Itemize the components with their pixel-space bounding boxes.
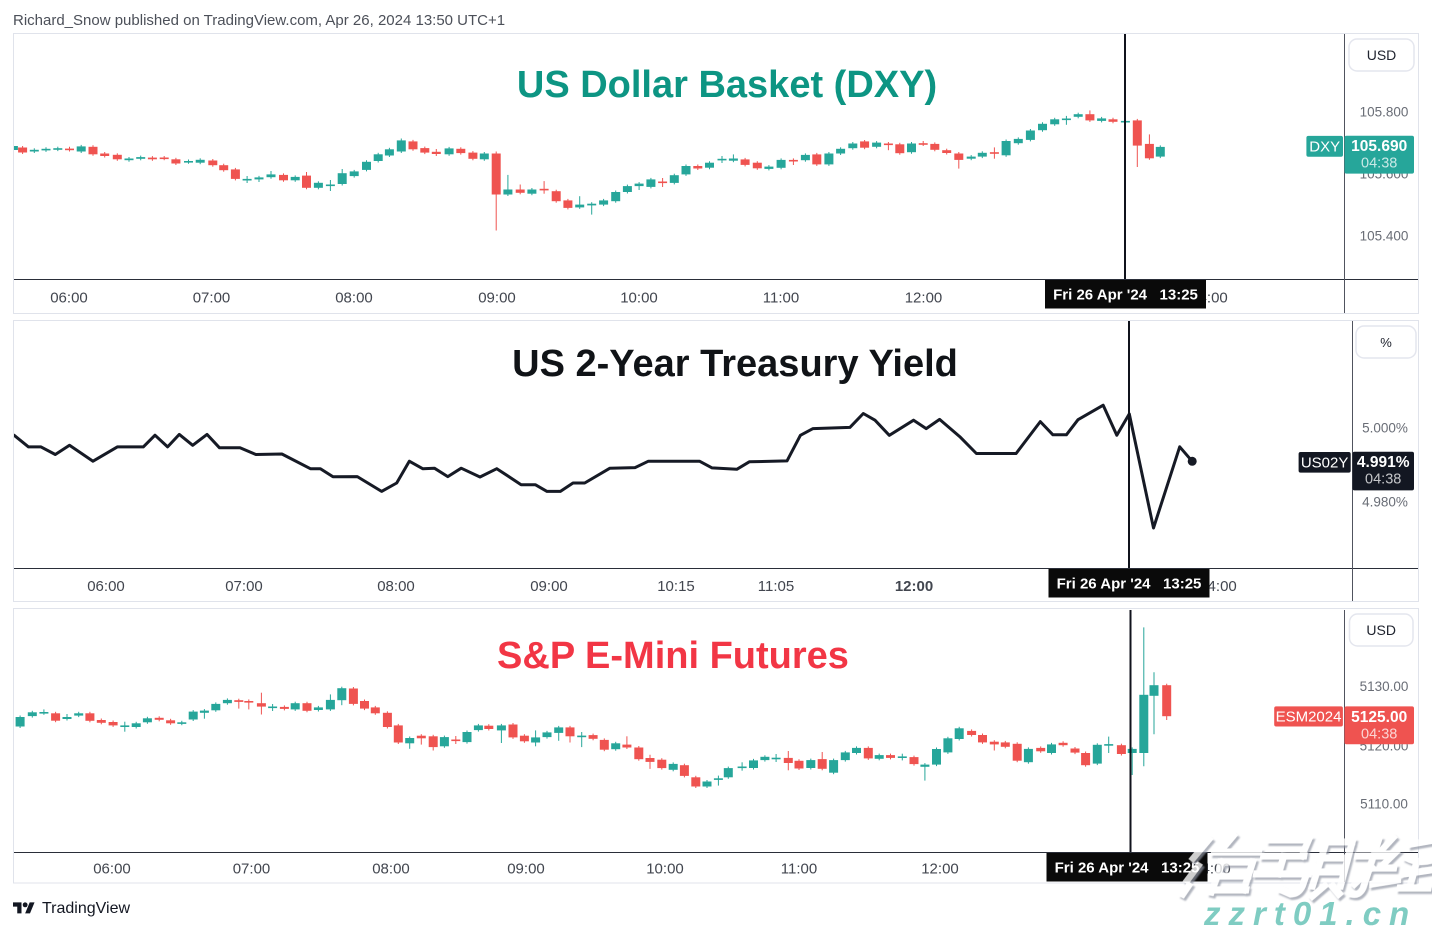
svg-text:04:38: 04:38 — [1361, 726, 1397, 742]
svg-text:11:05: 11:05 — [758, 578, 794, 595]
svg-text:S&P E-Mini Futures: S&P E-Mini Futures — [497, 635, 849, 677]
svg-text:12:00: 12:00 — [905, 290, 943, 307]
svg-text:Richard_Snow published on Trad: Richard_Snow published on TradingView.co… — [13, 12, 505, 29]
svg-text:07:00: 07:00 — [225, 578, 263, 595]
svg-text:10:00: 10:00 — [620, 290, 658, 307]
svg-text:US Dollar Basket (DXY): US Dollar Basket (DXY) — [517, 64, 937, 106]
svg-text:04:38: 04:38 — [1361, 156, 1397, 172]
svg-text:105.400: 105.400 — [1360, 229, 1409, 244]
svg-text:09:00: 09:00 — [507, 861, 545, 878]
svg-text:Fri 26 Apr '24 13:25: Fri 26 Apr '24 13:25 — [1055, 860, 1200, 877]
svg-text:08:00: 08:00 — [377, 578, 415, 595]
svg-text:DXY: DXY — [1309, 139, 1340, 156]
svg-text:06:00: 06:00 — [87, 578, 125, 595]
svg-text:12:00: 12:00 — [895, 578, 933, 595]
svg-text:4.980%: 4.980% — [1362, 495, 1408, 510]
svg-text:07:00: 07:00 — [193, 290, 231, 307]
svg-text:US 2-Year Treasury Yield: US 2-Year Treasury Yield — [512, 343, 958, 385]
svg-text:07:00: 07:00 — [233, 861, 271, 878]
svg-text:10:15: 10:15 — [657, 578, 695, 595]
svg-text:105.800: 105.800 — [1360, 105, 1409, 120]
svg-text:USD: USD — [1367, 47, 1397, 63]
svg-text:11:00: 11:00 — [763, 290, 799, 307]
svg-text:10:00: 10:00 — [646, 861, 684, 878]
svg-text:5110.00: 5110.00 — [1360, 797, 1408, 812]
svg-text:09:00: 09:00 — [478, 290, 516, 307]
svg-text:ESM2024: ESM2024 — [1276, 709, 1342, 726]
svg-text:06:00: 06:00 — [93, 861, 131, 878]
svg-text:Fri 26 Apr '24 13:25: Fri 26 Apr '24 13:25 — [1053, 287, 1198, 304]
svg-text:04:38: 04:38 — [1365, 472, 1401, 488]
svg-text:Fri 26 Apr '24 13:25: Fri 26 Apr '24 13:25 — [1057, 576, 1202, 593]
svg-text:06:00: 06:00 — [50, 290, 88, 307]
svg-text:TradingView: TradingView — [42, 900, 130, 917]
svg-text:105.690: 105.690 — [1351, 138, 1407, 155]
svg-text:08:00: 08:00 — [372, 861, 410, 878]
svg-text:11:00: 11:00 — [781, 861, 817, 878]
svg-text:5130.00: 5130.00 — [1360, 679, 1409, 694]
svg-text:08:00: 08:00 — [335, 290, 373, 307]
svg-text:%: % — [1380, 335, 1392, 350]
svg-text:USD: USD — [1366, 622, 1396, 638]
svg-text:4.991%: 4.991% — [1357, 454, 1410, 471]
svg-text:12:00: 12:00 — [921, 861, 959, 878]
svg-text:5125.00: 5125.00 — [1351, 709, 1407, 726]
svg-text:5.000%: 5.000% — [1362, 421, 1408, 436]
svg-text:zzrt01.cn: zzrt01.cn — [1203, 895, 1417, 930]
svg-text:US02Y: US02Y — [1301, 455, 1349, 472]
svg-text:09:00: 09:00 — [530, 578, 568, 595]
